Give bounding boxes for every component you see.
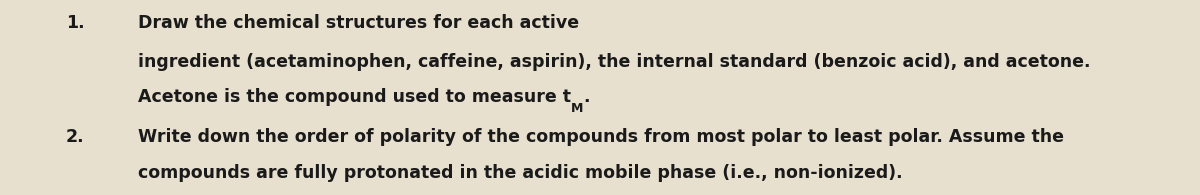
Text: M: M xyxy=(571,102,583,115)
Text: Acetone is the compound used to measure t: Acetone is the compound used to measure … xyxy=(138,89,571,106)
Text: .: . xyxy=(583,89,590,106)
Text: Write down the order of polarity of the compounds from most polar to least polar: Write down the order of polarity of the … xyxy=(138,129,1064,146)
Text: compounds are fully protonated in the acidic mobile phase (i.e., non-ionized).: compounds are fully protonated in the ac… xyxy=(138,164,902,182)
Text: 2.: 2. xyxy=(66,129,85,146)
Text: ingredient (acetaminophen, caffeine, aspirin), the internal standard (benzoic ac: ingredient (acetaminophen, caffeine, asp… xyxy=(138,53,1091,71)
Text: 1.: 1. xyxy=(66,14,85,32)
Text: Draw the chemical structures for each active: Draw the chemical structures for each ac… xyxy=(138,14,580,32)
